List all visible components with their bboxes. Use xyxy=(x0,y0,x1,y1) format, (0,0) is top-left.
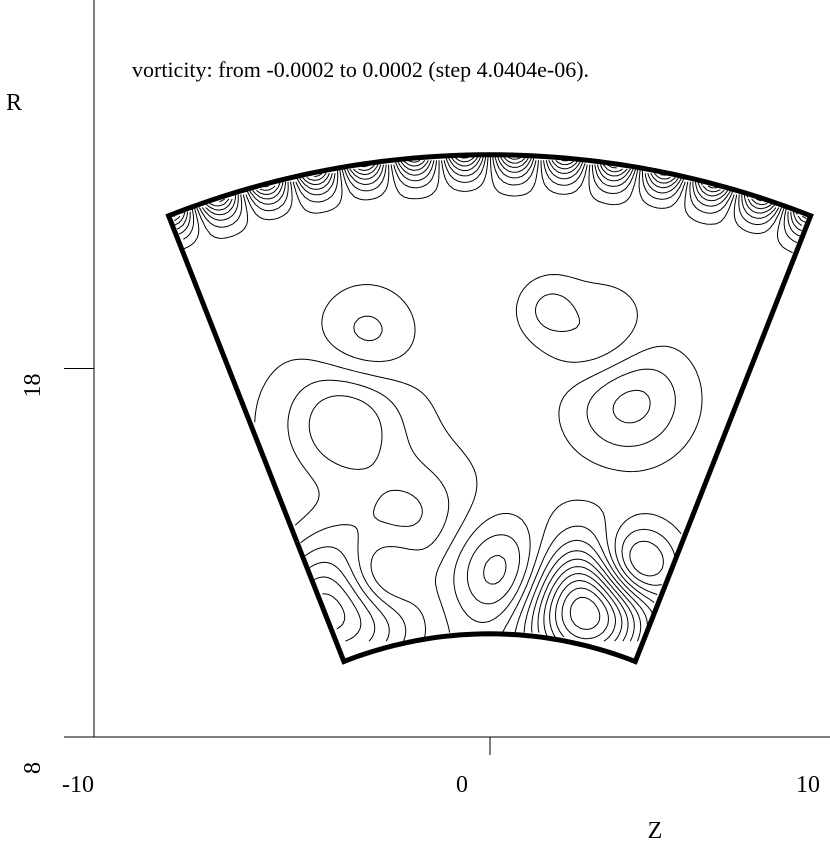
chart-title: vorticity: from -0.0002 to 0.0002 (step … xyxy=(132,57,589,82)
contour-level-13 xyxy=(198,155,798,637)
contour-level-8 xyxy=(176,155,776,230)
x-tick-label: -10 xyxy=(62,772,94,798)
y-tick-label: 18 xyxy=(20,374,46,398)
contour-level-14 xyxy=(201,155,802,642)
contour-level-11 xyxy=(183,155,783,623)
axis-ticks: -10 0 10 8 18 xyxy=(20,368,820,798)
x-axis-label: Z xyxy=(648,818,663,841)
y-axis-label: R xyxy=(6,90,22,116)
contour-level-21 xyxy=(569,596,601,630)
contour-lines xyxy=(174,155,807,642)
contour-level-15 xyxy=(205,155,802,642)
contour-level-18 xyxy=(219,155,807,642)
y-tick-label: 8 xyxy=(20,762,46,774)
domain-boundary xyxy=(165,152,814,665)
contour-level-12 xyxy=(196,155,793,633)
contour-level-10 xyxy=(183,155,780,605)
contour-level-9 xyxy=(178,155,777,585)
contour-level-6 xyxy=(174,155,768,222)
contour-level-20 xyxy=(561,587,609,640)
x-tick-label: 0 xyxy=(456,772,468,798)
x-tick-label: 10 xyxy=(796,772,820,798)
contour-level-17 xyxy=(209,155,807,642)
axes xyxy=(64,0,830,738)
